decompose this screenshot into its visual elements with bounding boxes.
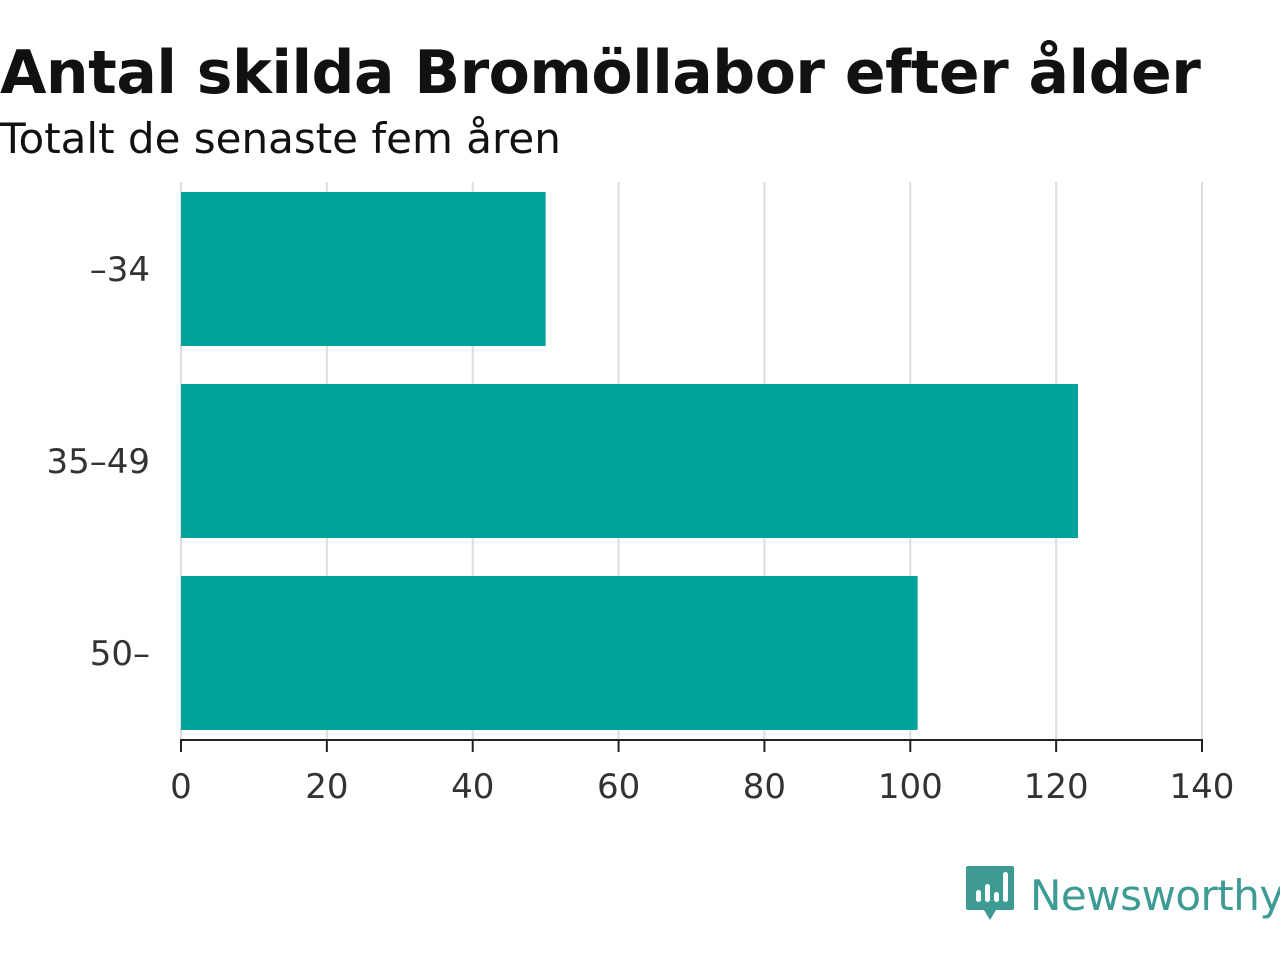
bar-0 [181,192,546,346]
y-axis-labels: –34 35–49 50– [46,250,150,674]
x-axis: 0 20 40 60 80 100 120 140 [170,739,1235,807]
x-tick-label-5: 100 [878,767,943,807]
chart-title: Antal skilda Bromöllabor efter ålder [0,38,1201,108]
y-tick-label-2: 50– [90,634,150,674]
brand-name: Newsworthy [1030,870,1280,920]
x-tick-label-0: 0 [170,767,192,807]
bar-2 [181,576,918,730]
y-tick-label-1: 35–49 [46,442,150,482]
bar-1 [181,384,1079,538]
bars [181,192,1079,730]
newsworthy-logo: Newsworthy [964,864,1280,926]
chart-subtitle: Totalt de senaste fem åren [0,114,561,163]
x-tick-label-1: 20 [305,767,348,807]
x-tick-label-6: 120 [1024,767,1089,807]
y-tick-label-0: –34 [90,250,150,290]
x-tick-label-4: 80 [743,767,786,807]
x-tick-label-2: 40 [451,767,494,807]
x-tick-label-7: 140 [1170,767,1235,807]
x-tick-label-3: 60 [597,767,640,807]
newsworthy-logo-icon [966,866,1014,920]
